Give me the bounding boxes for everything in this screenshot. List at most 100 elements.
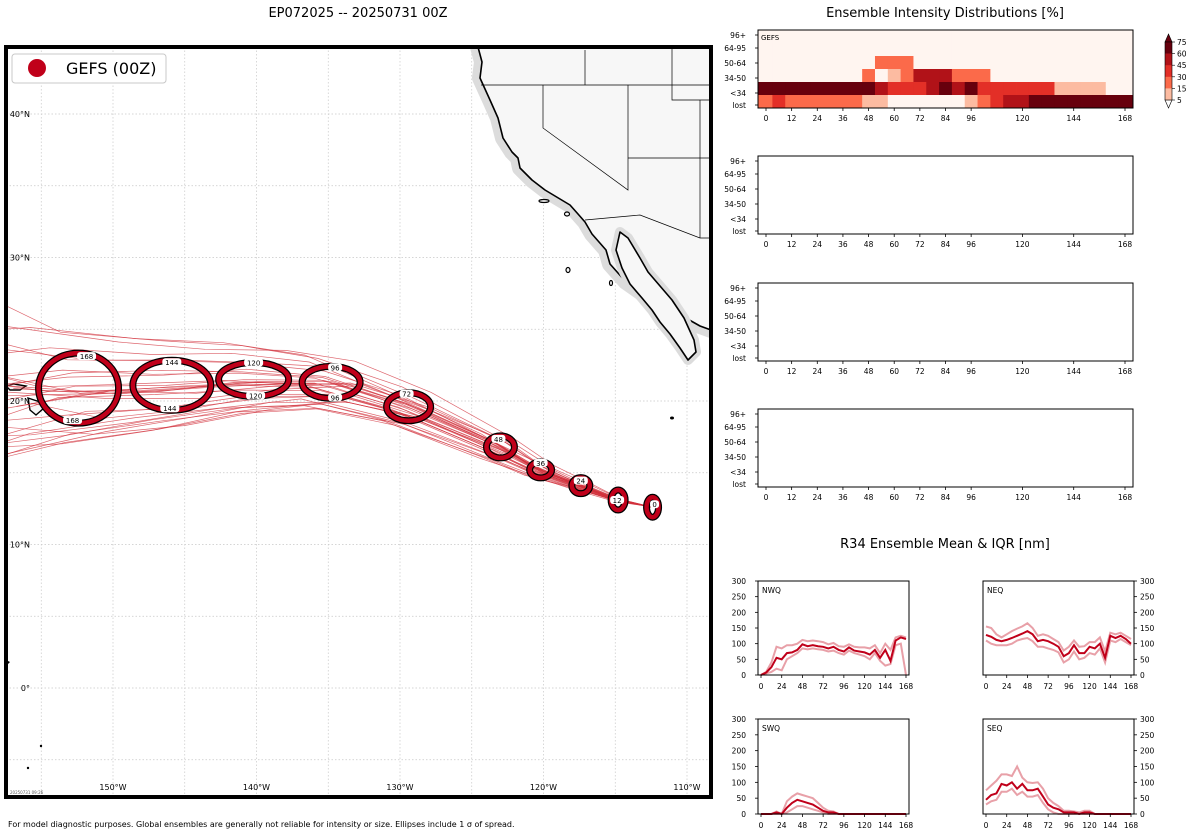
latitude-label: 10°N xyxy=(10,541,30,550)
heatmap-y-label: 96+ xyxy=(730,157,746,166)
heatmap-cell xyxy=(887,82,902,96)
r34-x-label: 24 xyxy=(777,821,787,830)
heatmap-x-label: 96 xyxy=(966,493,976,502)
ensemble-member-track xyxy=(16,381,653,508)
heatmap-cell xyxy=(1067,43,1081,57)
r34-y-label: 50 xyxy=(1140,655,1150,664)
heatmap-cell xyxy=(1067,56,1081,70)
heatmap-cell xyxy=(758,82,773,96)
r34-y-label: 150 xyxy=(732,624,747,633)
heatmap-cell xyxy=(836,43,850,57)
r34-x-label: 0 xyxy=(759,821,764,830)
r34-y-label: 100 xyxy=(1140,778,1155,787)
heatmap-cell xyxy=(758,30,773,44)
forecast-hour-label-bg xyxy=(399,389,414,398)
heatmap-cell xyxy=(900,30,914,44)
heatmap-cell xyxy=(1041,95,1055,109)
r34-x-label: 144 xyxy=(1103,682,1118,691)
heatmap-cell xyxy=(823,56,837,70)
heatmap-y-label: <34 xyxy=(730,215,746,224)
r34-y-label: 250 xyxy=(732,593,747,602)
heatmap-cell xyxy=(785,95,799,109)
r34-frame xyxy=(982,580,1135,676)
cedros-island xyxy=(608,279,614,287)
heatmap-x-label: 84 xyxy=(941,493,951,502)
heatmap-y-label: 64-95 xyxy=(724,170,746,179)
heatmap-cell xyxy=(1054,82,1068,96)
r34-mean-line xyxy=(985,780,1131,816)
heatmap-cell xyxy=(1028,56,1043,70)
heatmap-cell xyxy=(939,30,953,44)
r34-x-label: 144 xyxy=(878,821,893,830)
r34-iqr-upper xyxy=(760,634,907,676)
r34-frame xyxy=(757,580,910,676)
legend-label: GEFS (00Z) xyxy=(66,59,156,78)
r34-x-label: 144 xyxy=(1103,821,1118,830)
forecast-hour-label: 48 xyxy=(494,436,503,444)
heatmap-cell xyxy=(1054,69,1068,83)
heatmap-cell xyxy=(1028,82,1043,96)
forecast-hour-label-bg xyxy=(77,352,97,361)
r34-x-label: 0 xyxy=(759,682,764,691)
heatmap-cell xyxy=(810,56,825,70)
heatmap-cell xyxy=(990,95,1004,109)
heatmap-cell xyxy=(913,95,927,109)
heatmap-cell xyxy=(900,69,914,83)
heatmap-x-label: 72 xyxy=(915,367,925,376)
heatmap-cell xyxy=(887,30,902,44)
r34-x-label: 24 xyxy=(1002,821,1012,830)
r34-y-label: 300 xyxy=(732,577,747,586)
forecast-hour-label: 168 xyxy=(80,353,93,361)
forecast-hour-label: 96 xyxy=(331,394,340,402)
heatmap-cell xyxy=(836,95,850,109)
ensemble-member-track xyxy=(6,326,653,508)
r34-iqr-lower xyxy=(985,636,1132,666)
forecast-hour-label: 12 xyxy=(613,497,622,505)
heatmap-cell xyxy=(1003,43,1017,57)
heatmap-y-label: 50-64 xyxy=(724,185,746,194)
heatmap-cell xyxy=(990,56,1004,70)
heatmap-cell xyxy=(1003,95,1017,109)
heatmap-cell xyxy=(1067,95,1081,109)
forecast-hour-label: 168 xyxy=(66,417,79,425)
colorbar-frame xyxy=(1164,41,1173,101)
heatmap-cell xyxy=(926,30,940,44)
heatmap-cell xyxy=(1105,30,1119,44)
longitude-label: 120°W xyxy=(530,783,557,792)
heatmap-cell xyxy=(798,95,812,109)
forecast-hour-label-bg xyxy=(328,363,343,372)
r34-iqr-upper xyxy=(985,622,1132,655)
heatmap-cell xyxy=(926,43,940,57)
heatmap-cell xyxy=(1080,56,1094,70)
heatmap-x-label: 120 xyxy=(1015,493,1030,502)
heatmap-cell xyxy=(939,82,953,96)
r34-x-label: 168 xyxy=(1124,821,1139,830)
heatmap-cell xyxy=(1118,82,1134,96)
heatmap-cell xyxy=(913,69,927,83)
heatmap-cell xyxy=(1041,69,1055,83)
heatmap-x-label: 168 xyxy=(1118,367,1133,376)
latitude-label: 30°N xyxy=(10,254,30,263)
map-footer-note: For model diagnostic purposes. Global en… xyxy=(8,820,515,829)
heatmap-cell xyxy=(887,43,902,57)
heatmap-cell xyxy=(836,56,850,70)
colorbar-tick-label: 45 xyxy=(1177,61,1187,70)
heatmap-cell xyxy=(1092,82,1107,96)
r34-x-label: 72 xyxy=(818,682,828,691)
heatmap-cell xyxy=(1028,69,1043,83)
ensemble-member-track xyxy=(6,395,653,508)
heatmap-cell xyxy=(964,82,978,96)
heatmap-cell xyxy=(1080,43,1094,57)
r34-x-label: 120 xyxy=(857,821,872,830)
heatmap-x-label: 168 xyxy=(1118,493,1133,502)
r34-x-label: 96 xyxy=(1064,821,1074,830)
r34-y-label: 0 xyxy=(741,810,746,819)
north-america-landmass xyxy=(470,47,711,365)
heatmap-cell xyxy=(874,82,889,96)
r34-x-label: 72 xyxy=(1043,821,1053,830)
heatmap-x-label: 144 xyxy=(1067,240,1082,249)
r34-y-label: 50 xyxy=(1140,794,1150,803)
colorbar-segment xyxy=(1165,65,1172,78)
small-island xyxy=(39,744,43,748)
